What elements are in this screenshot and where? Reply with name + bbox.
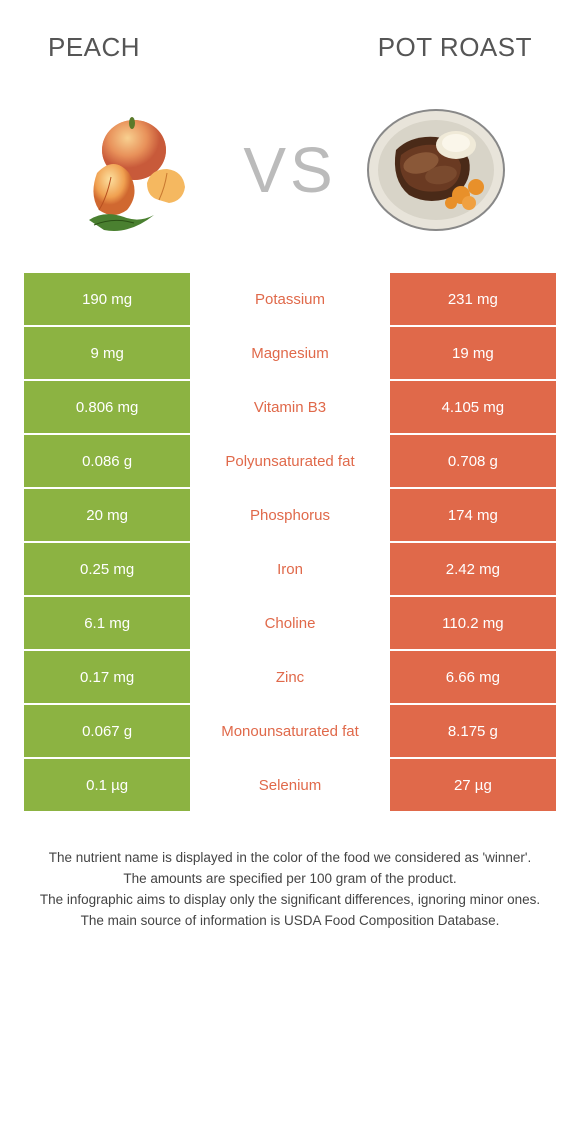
value-left: 0.806 mg: [24, 381, 190, 433]
value-left: 190 mg: [24, 273, 190, 325]
table-row: 0.25 mgIron2.42 mg: [24, 543, 556, 595]
nutrient-label: Magnesium: [190, 327, 390, 379]
table-row: 0.17 mgZinc6.66 mg: [24, 651, 556, 703]
table-row: 0.806 mgVitamin B34.105 mg: [24, 381, 556, 433]
nutrient-label: Vitamin B3: [190, 381, 390, 433]
value-right: 231 mg: [390, 273, 556, 325]
nutrient-label: Phosphorus: [190, 489, 390, 541]
peach-image: [69, 95, 219, 245]
vs-label: VS: [243, 133, 336, 207]
footer-line: The infographic aims to display only the…: [36, 891, 544, 910]
value-left: 0.067 g: [24, 705, 190, 757]
value-left: 6.1 mg: [24, 597, 190, 649]
value-right: 8.175 g: [390, 705, 556, 757]
table-row: 20 mgPhosphorus174 mg: [24, 489, 556, 541]
value-right: 110.2 mg: [390, 597, 556, 649]
value-right: 6.66 mg: [390, 651, 556, 703]
nutrient-label: Monounsaturated fat: [190, 705, 390, 757]
table-row: 0.1 µgSelenium27 µg: [24, 759, 556, 811]
value-left: 20 mg: [24, 489, 190, 541]
food-title-right: Pot roast: [378, 32, 532, 63]
table-row: 6.1 mgCholine110.2 mg: [24, 597, 556, 649]
comparison-table: 190 mgPotassium231 mg9 mgMagnesium19 mg0…: [0, 273, 580, 811]
value-right: 4.105 mg: [390, 381, 556, 433]
nutrient-label: Selenium: [190, 759, 390, 811]
table-row: 0.067 gMonounsaturated fat8.175 g: [24, 705, 556, 757]
value-left: 9 mg: [24, 327, 190, 379]
value-right: 19 mg: [390, 327, 556, 379]
nutrient-label: Polyunsaturated fat: [190, 435, 390, 487]
footer-line: The main source of information is USDA F…: [36, 912, 544, 931]
value-right: 2.42 mg: [390, 543, 556, 595]
value-left: 0.1 µg: [24, 759, 190, 811]
food-title-left: Peach: [48, 32, 140, 63]
nutrient-label: Iron: [190, 543, 390, 595]
footer-line: The nutrient name is displayed in the co…: [36, 849, 544, 868]
value-right: 174 mg: [390, 489, 556, 541]
pot-roast-image: [361, 95, 511, 245]
footer-line: The amounts are specified per 100 gram o…: [36, 870, 544, 889]
nutrient-label: Zinc: [190, 651, 390, 703]
nutrient-label: Choline: [190, 597, 390, 649]
table-row: 9 mgMagnesium19 mg: [24, 327, 556, 379]
table-row: 0.086 gPolyunsaturated fat0.708 g: [24, 435, 556, 487]
header: Peach Pot roast: [0, 0, 580, 75]
value-right: 27 µg: [390, 759, 556, 811]
value-left: 0.25 mg: [24, 543, 190, 595]
value-right: 0.708 g: [390, 435, 556, 487]
value-left: 0.17 mg: [24, 651, 190, 703]
vs-row: VS: [0, 75, 580, 273]
footer-notes: The nutrient name is displayed in the co…: [0, 813, 580, 931]
nutrient-label: Potassium: [190, 273, 390, 325]
table-row: 190 mgPotassium231 mg: [24, 273, 556, 325]
value-left: 0.086 g: [24, 435, 190, 487]
